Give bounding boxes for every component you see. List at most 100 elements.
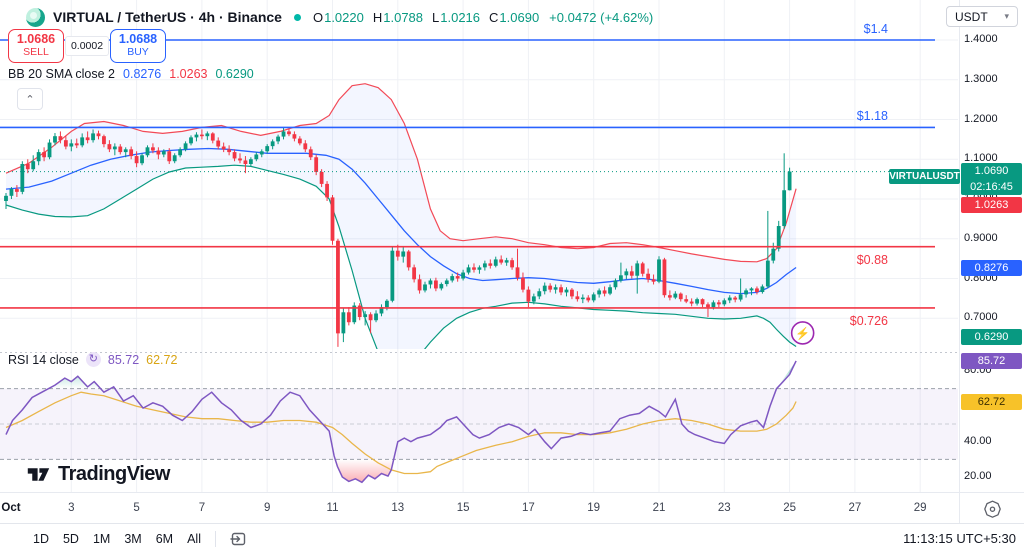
rsi-oversold-fill [335,459,394,483]
rsi-indicator-label: RSI 14 close [8,352,79,367]
candle-body [183,143,188,150]
candle-body [254,154,259,160]
candle-body [433,280,438,289]
candle-body [145,147,150,156]
candle-body [385,300,389,308]
candle-body [700,299,705,305]
rsi-ma-line [5,391,797,475]
candle-body [292,134,297,139]
candle-body [455,276,460,279]
candle-body [156,150,161,155]
candle-body [450,276,455,281]
candle-body [20,164,25,192]
candle-body [482,263,487,268]
candle-body [629,271,634,276]
pane-separators [0,0,1024,524]
symbol-title[interactable]: VIRTUAL / TetherUS · 4h · Binance [53,9,282,25]
candle-body [63,140,68,147]
clock-label[interactable]: 11:13:15 UTC+5:30 [903,531,1016,546]
candle-body [716,302,721,305]
candle-body [194,134,199,138]
trade-widget: 1.0686 SELL 0.0002 1.0688 BUY [8,29,166,63]
candle-body [58,136,63,141]
candle-body [651,279,656,282]
candle-body [118,146,123,153]
candle-body [613,280,618,288]
bb-indicator-label: BB 20 SMA close 2 [8,67,116,81]
candle-body [227,149,232,153]
candle-body [488,263,493,266]
chevron-down-icon: ▾ [1004,11,1009,21]
range-button-5d[interactable]: 5D [62,531,79,546]
candle-body [96,133,101,137]
range-button-6m[interactable]: 6M [155,531,174,546]
candle-body [259,151,264,155]
range-button-3m[interactable]: 3M [124,531,142,546]
candle-body [287,131,291,135]
bb-lower-line [5,164,797,349]
candle-body [265,146,270,152]
candle-body [412,267,417,280]
currency-label: USDT [955,9,988,24]
candle-body [36,152,41,162]
tradingview-logo[interactable]: TradingView [26,462,170,487]
candle-body [499,259,504,263]
range-button-all[interactable]: All [187,531,201,546]
sell-button[interactable]: 1.0686 SELL [8,29,64,63]
candle-body [161,151,166,155]
bb-indicator-row[interactable]: BB 20 SMA close 2 0.8276 1.0263 0.6290 [8,67,254,81]
high-value: 1.0788 [383,9,424,25]
candle-body [243,160,248,165]
candle-body [673,293,678,298]
candle-body [47,142,52,158]
sell-label: SELL [23,46,49,59]
currency-selector[interactable]: USDT ▾ [946,6,1018,27]
event-marker: ⚡ [790,321,815,345]
candle-body [521,277,525,290]
candle-body [200,134,204,137]
candle-body [537,291,542,297]
candle-body [526,289,531,302]
change-value: +0.0472 (+4.62%) [549,9,654,25]
candle-body [167,151,172,162]
bb-upper-line [5,83,797,263]
collapse-pane-button[interactable]: ⌃ [17,88,43,110]
candle-body [559,287,563,293]
candle-body [510,260,514,268]
candles-layer [4,127,792,347]
refresh-icon[interactable]: ↻ [85,352,101,367]
candle-body [695,299,699,304]
candle-body [466,267,471,273]
bar-countdown: 02:16:45 [970,181,1013,193]
candle-body [667,295,672,298]
candle-body [53,136,57,143]
candle-body [341,312,346,334]
buy-button[interactable]: 1.0688 BUY [110,29,166,63]
go-to-date-icon[interactable] [230,530,247,547]
rsi-indicator-row[interactable]: RSI 14 close ↻ 85.72 62.72 [8,352,177,367]
candle-body [281,131,286,137]
candle-body [189,137,193,144]
candle-body [319,171,324,184]
rsi-line [5,360,797,484]
candle-body [91,133,95,141]
tradingview-logo-text: TradingView [58,463,170,485]
candle-body [771,248,776,261]
range-button-1d[interactable]: 1D [33,531,49,546]
candle-body [586,297,591,301]
bb-lower-badge: 0.6290 [961,329,1022,345]
candle-body [232,152,237,159]
candle-body [608,287,612,294]
range-button-1m[interactable]: 1M [92,531,111,546]
candle-body [357,305,362,318]
candle-body [722,300,727,305]
candle-body [542,285,547,292]
candle-body [472,267,476,270]
quick-settings-icon[interactable] [982,499,1003,525]
symbol-logo-icon [26,7,45,27]
bb-lower-value: 0.6290 [215,67,254,81]
candle-body [439,284,444,289]
candle-body [238,158,242,161]
bollinger-bands [5,83,797,349]
